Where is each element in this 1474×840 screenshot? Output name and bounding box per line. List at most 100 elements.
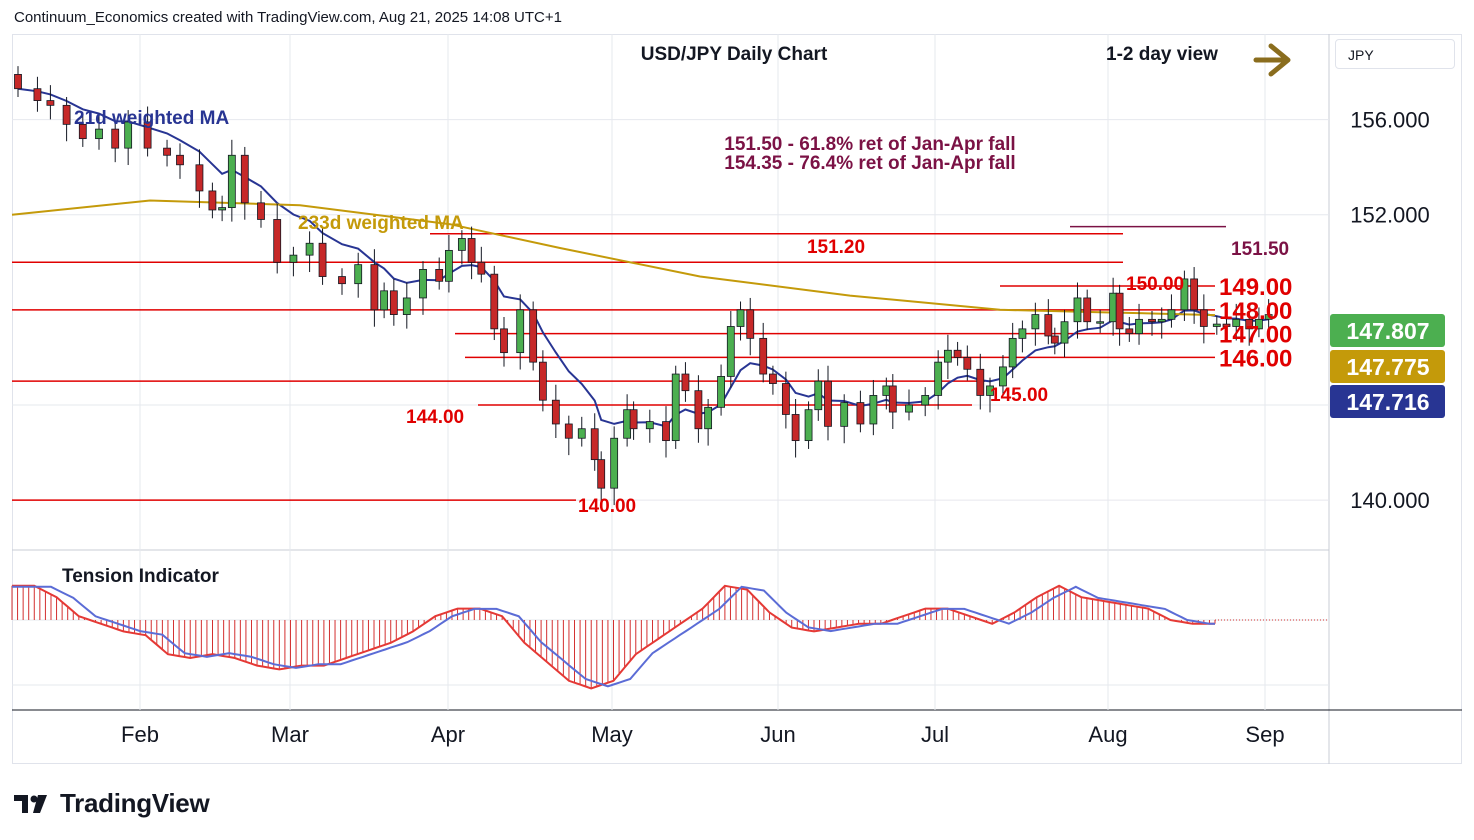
candle[interactable] xyxy=(662,406,670,458)
candle[interactable] xyxy=(769,365,777,395)
candle[interactable] xyxy=(477,246,486,283)
candle[interactable] xyxy=(791,399,800,458)
candle[interactable] xyxy=(1232,303,1241,341)
candle[interactable] xyxy=(389,278,398,326)
candle[interactable] xyxy=(33,76,42,112)
candle[interactable] xyxy=(597,451,606,503)
candle[interactable] xyxy=(694,375,703,443)
candle[interactable] xyxy=(746,297,755,356)
candle[interactable] xyxy=(208,182,217,219)
candle[interactable] xyxy=(814,369,823,421)
candle[interactable] xyxy=(1190,267,1199,324)
candle[interactable] xyxy=(1222,312,1231,338)
candle[interactable] xyxy=(1135,303,1143,345)
candle[interactable] xyxy=(516,294,525,370)
candle[interactable] xyxy=(681,362,690,402)
candle[interactable] xyxy=(1083,289,1092,331)
candle[interactable] xyxy=(78,112,87,147)
candle[interactable] xyxy=(976,353,985,410)
candle[interactable] xyxy=(500,316,508,367)
candle[interactable] xyxy=(538,350,547,412)
candle[interactable] xyxy=(318,227,327,285)
candle[interactable] xyxy=(1148,311,1156,336)
candle[interactable] xyxy=(1180,270,1189,322)
candle[interactable] xyxy=(1264,299,1273,331)
candle[interactable] xyxy=(370,249,379,327)
candle[interactable] xyxy=(402,282,411,329)
candle[interactable] xyxy=(176,143,184,179)
candle[interactable] xyxy=(435,257,444,290)
candle[interactable] xyxy=(1096,309,1105,333)
candle[interactable] xyxy=(419,261,427,315)
candle[interactable] xyxy=(1199,294,1208,344)
candle[interactable] xyxy=(623,394,632,447)
candle[interactable] xyxy=(467,226,476,280)
candle[interactable] xyxy=(1255,307,1263,338)
candle[interactable] xyxy=(111,120,120,163)
candle[interactable] xyxy=(590,413,599,471)
candle[interactable] xyxy=(1125,316,1134,342)
candle[interactable] xyxy=(840,394,849,444)
candle[interactable] xyxy=(824,365,832,441)
candle[interactable] xyxy=(354,252,363,298)
candle[interactable] xyxy=(856,390,865,433)
candle[interactable] xyxy=(289,246,298,277)
candle[interactable] xyxy=(218,195,227,222)
candle[interactable] xyxy=(227,139,236,222)
candle[interactable] xyxy=(163,139,171,167)
candle[interactable] xyxy=(1044,299,1053,345)
candle[interactable] xyxy=(124,110,133,166)
candle[interactable] xyxy=(257,190,265,228)
candle[interactable] xyxy=(888,374,897,429)
candle[interactable] xyxy=(240,146,249,220)
candle[interactable] xyxy=(905,389,913,421)
candle[interactable] xyxy=(577,416,586,447)
candle[interactable] xyxy=(1050,327,1059,355)
currency-scale-box[interactable]: JPY xyxy=(1335,39,1455,69)
candle[interactable] xyxy=(143,106,152,157)
candle[interactable] xyxy=(1008,322,1017,379)
candle[interactable] xyxy=(338,268,346,295)
candle[interactable] xyxy=(529,301,538,371)
candle[interactable] xyxy=(726,311,735,388)
candle[interactable] xyxy=(869,379,878,436)
tradingview-logo[interactable]: TradingView xyxy=(14,788,210,819)
candle[interactable] xyxy=(921,387,930,417)
candle[interactable] xyxy=(1212,315,1221,335)
candle[interactable] xyxy=(305,231,314,273)
candle[interactable] xyxy=(610,426,619,506)
candle[interactable] xyxy=(490,265,499,341)
candle[interactable] xyxy=(1167,294,1176,328)
candle[interactable] xyxy=(195,149,204,208)
candle[interactable] xyxy=(943,334,952,380)
candle[interactable] xyxy=(986,377,994,413)
candle[interactable] xyxy=(1060,309,1069,358)
candle[interactable] xyxy=(671,365,680,449)
candle[interactable] xyxy=(1018,320,1027,353)
candle[interactable] xyxy=(1157,307,1166,339)
candle[interactable] xyxy=(457,230,466,265)
candle[interactable] xyxy=(551,384,560,439)
candle[interactable] xyxy=(999,355,1007,395)
candle[interactable] xyxy=(46,85,55,120)
candle[interactable] xyxy=(1115,284,1124,346)
candle[interactable] xyxy=(953,341,962,366)
candle[interactable] xyxy=(95,113,103,150)
candle[interactable] xyxy=(629,401,638,440)
candle[interactable] xyxy=(963,345,972,381)
candle[interactable] xyxy=(736,301,745,341)
candle[interactable] xyxy=(1073,282,1082,339)
candle[interactable] xyxy=(14,66,22,98)
candle[interactable] xyxy=(1245,311,1254,346)
candle[interactable] xyxy=(759,322,768,383)
candle[interactable] xyxy=(273,204,282,274)
candle[interactable] xyxy=(804,401,813,449)
candle[interactable] xyxy=(704,399,713,446)
candle[interactable] xyxy=(62,97,71,142)
candle[interactable] xyxy=(1031,302,1040,346)
candle[interactable] xyxy=(781,371,790,429)
candle[interactable] xyxy=(645,409,654,443)
candle[interactable] xyxy=(564,415,573,456)
candle[interactable] xyxy=(717,364,725,416)
